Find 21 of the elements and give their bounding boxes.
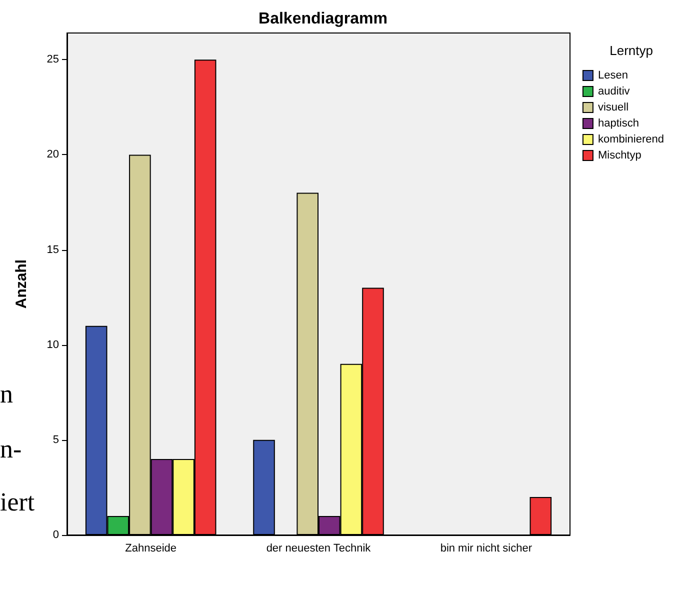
- legend-title: Lerntyp: [610, 43, 654, 58]
- x-tick-label: bin mir nicht sicher: [440, 542, 532, 554]
- y-tick-label: 25: [46, 54, 59, 66]
- x-tick-label: Zahnseide: [125, 542, 177, 554]
- text: n-: [0, 434, 22, 464]
- chart-title: Balkendiagramm: [258, 10, 388, 28]
- y-axis-title: Anzahl: [13, 259, 30, 309]
- text: iert: [0, 488, 36, 516]
- y-tick-label: 10: [46, 338, 59, 351]
- y-tick-label: 0: [52, 529, 59, 541]
- legend-label: haptisch: [598, 118, 639, 130]
- legend-label: Lesen: [598, 70, 628, 82]
- legend-label: visuell: [598, 102, 629, 114]
- legend-label: auditiv: [598, 86, 630, 98]
- legend-label: Mischtyp: [598, 150, 642, 162]
- text: n: [0, 380, 13, 408]
- legend-label: kombinierend: [598, 134, 664, 146]
- y-tick-label: 15: [46, 244, 59, 256]
- x-tick-label: der neuesten Technik: [266, 542, 372, 554]
- y-tick-label: 5: [52, 434, 59, 446]
- y-tick-label: 20: [46, 148, 59, 161]
